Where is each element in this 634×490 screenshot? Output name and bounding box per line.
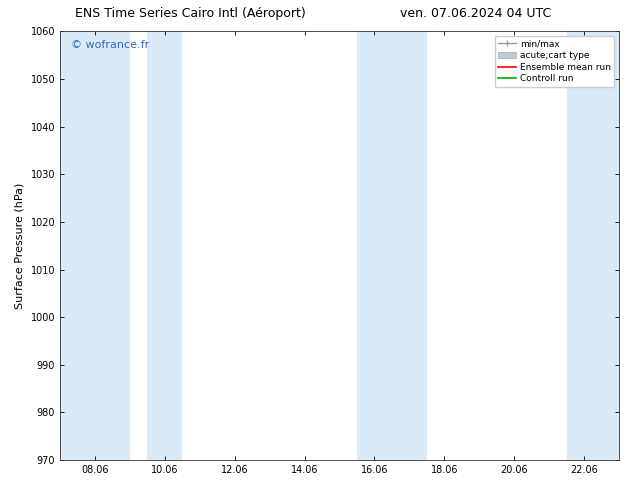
Bar xyxy=(567,31,619,460)
Legend: min/max, acute;cart type, Ensemble mean run, Controll run: min/max, acute;cart type, Ensemble mean … xyxy=(495,36,614,87)
Text: ENS Time Series Cairo Intl (Aéroport): ENS Time Series Cairo Intl (Aéroport) xyxy=(75,7,306,21)
Text: © wofrance.fr: © wofrance.fr xyxy=(71,40,150,50)
Bar xyxy=(147,31,183,460)
Text: ven. 07.06.2024 04 UTC: ven. 07.06.2024 04 UTC xyxy=(400,7,551,21)
Bar xyxy=(357,31,427,460)
Bar xyxy=(60,31,130,460)
Y-axis label: Surface Pressure (hPa): Surface Pressure (hPa) xyxy=(15,182,25,309)
